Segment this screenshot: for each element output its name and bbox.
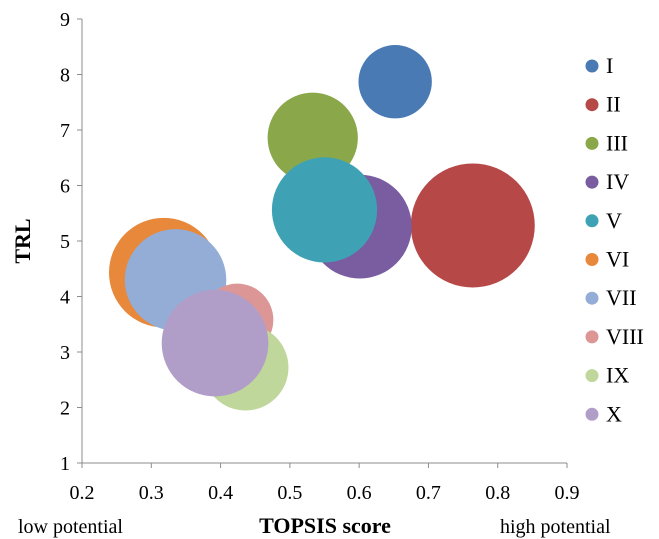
x-axis-title: TOPSIS score [259, 513, 391, 538]
legend-label-ii: II [606, 92, 621, 117]
y-tick-label: 3 [60, 342, 70, 364]
legend-label-v: V [606, 208, 622, 233]
bubble-x [161, 289, 269, 397]
legend-label-viii: VIII [606, 324, 644, 349]
legend-label-vii: VII [606, 285, 637, 310]
legend-label-ix: IX [606, 363, 629, 388]
axes [77, 18, 568, 468]
bubble-i [358, 45, 432, 119]
bubble-layer [109, 45, 535, 411]
legend-marker-viii [585, 330, 599, 344]
bubble-ii [410, 163, 535, 288]
legend-marker-i [585, 59, 599, 73]
low-potential-annotation: low potential [18, 516, 123, 538]
legend-label-iii: III [606, 130, 628, 155]
x-tick-label: 0.3 [139, 482, 164, 504]
y-tick-label: 1 [60, 453, 70, 475]
legend-label-iv: IV [606, 169, 629, 194]
legend-marker-vii [585, 291, 599, 305]
legend-marker-x [585, 407, 599, 421]
x-tick-label: 0.6 [347, 482, 372, 504]
legend-label-i: I [606, 53, 613, 78]
y-tick-label: 8 [60, 65, 70, 87]
y-tick-label: 9 [60, 9, 70, 31]
legend-marker-v [585, 214, 599, 228]
y-tick-label: 2 [60, 398, 70, 420]
x-tick-label: 0.5 [277, 482, 302, 504]
legend-marker-ii [585, 98, 599, 112]
y-axis-title: TRL [10, 218, 35, 263]
tick-labels: 1 2 3 4 5 6 7 8 9 0.2 0.3 0.4 0.5 0.6 0.7 0.8 0.9 [60, 9, 580, 504]
legend-label-x: X [606, 401, 622, 426]
y-tick-label: 7 [60, 120, 70, 142]
x-tick-label: 0.7 [416, 482, 441, 504]
x-tick-label: 0.2 [70, 482, 95, 504]
legend-marker-vi [585, 253, 599, 266]
legend-marker-ix [585, 369, 599, 383]
legend-label-vi: VI [606, 247, 629, 272]
y-tick-label: 4 [60, 287, 70, 309]
bubble-v [271, 157, 378, 263]
y-tick-label: 6 [60, 176, 70, 198]
x-tick-label: 0.8 [485, 482, 510, 504]
legend-marker-iii [585, 136, 599, 150]
x-tick-label: 0.9 [555, 482, 580, 504]
legend-marker-iv [585, 175, 599, 189]
x-tick-label: 0.4 [208, 482, 233, 504]
y-tick-label: 5 [60, 231, 70, 253]
high-potential-annotation: high potential [500, 516, 611, 538]
